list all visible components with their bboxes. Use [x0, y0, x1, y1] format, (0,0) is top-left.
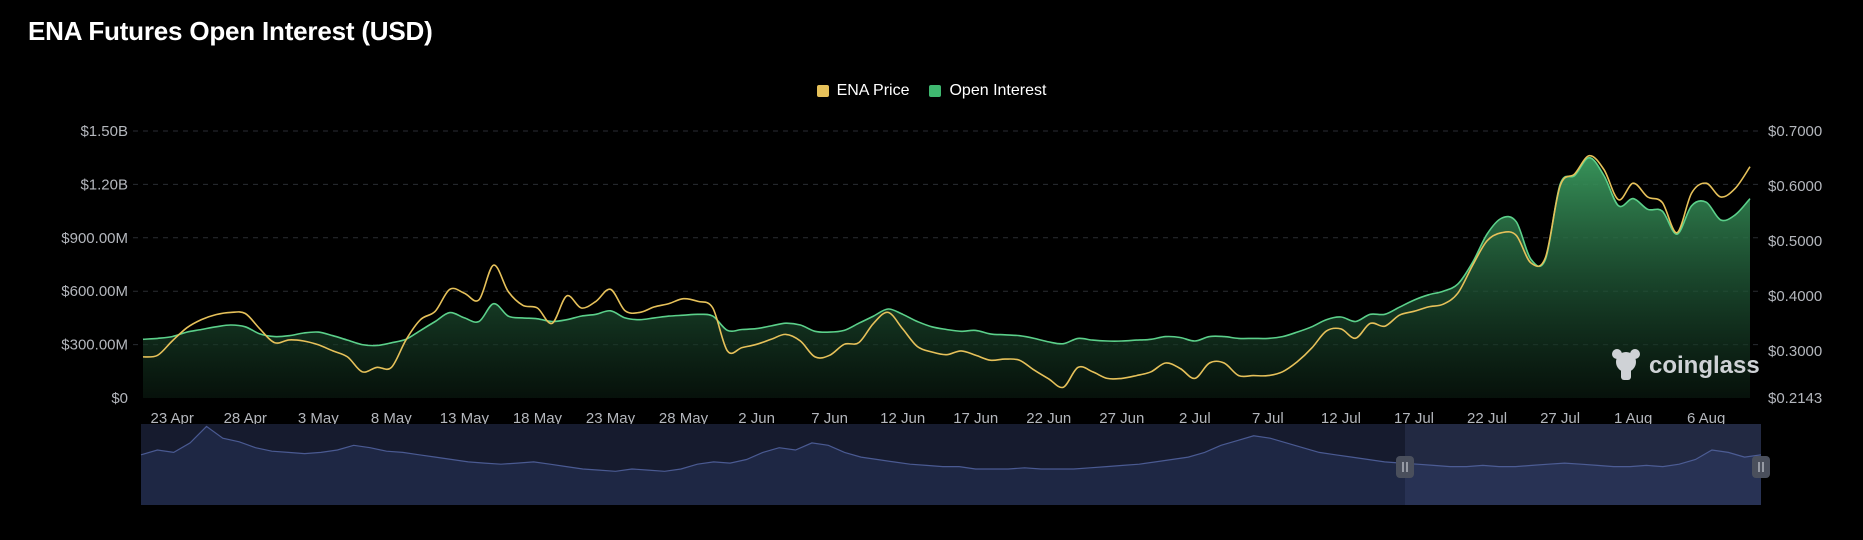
- x-tick-label: 27 Jun: [1099, 410, 1144, 427]
- x-tick-label: 13 May: [440, 410, 490, 427]
- legend-item-open-interest[interactable]: Open Interest: [929, 82, 1046, 100]
- legend-label-price: ENA Price: [836, 82, 910, 99]
- watermark-text: coinglass: [1649, 352, 1760, 379]
- legend-swatch-price: [816, 85, 829, 97]
- x-tick-label: 28 Apr: [224, 410, 267, 427]
- navigator-handle-left[interactable]: [1396, 456, 1414, 478]
- ena-price-line: [142, 154, 1751, 389]
- navigator-handle-right[interactable]: [1752, 456, 1770, 478]
- left-tick-label: $600.00M: [61, 283, 128, 300]
- handle-body: [1396, 456, 1414, 478]
- x-tick-label: 2 Jul: [1179, 410, 1211, 427]
- right-y-axis: $0.2143 $0.3000 $0.4000 $0.5000 $0.6000 $0.70…: [1768, 123, 1822, 407]
- right-tick-label: $0.6000: [1768, 178, 1822, 195]
- x-tick-label: 17 Jun: [953, 410, 998, 427]
- watermark: coinglass: [1612, 349, 1760, 380]
- legend-label-open-interest: Open Interest: [949, 82, 1047, 99]
- left-tick-label: $1.50B: [80, 123, 128, 140]
- series-layer: [142, 154, 1751, 398]
- x-tick-label: 12 Jul: [1321, 410, 1361, 427]
- legend: ENA Price Open Interest: [0, 82, 1863, 100]
- legend-swatch-open-interest: [929, 85, 942, 97]
- open-interest-area: [143, 157, 1750, 398]
- chart-title: ENA Futures Open Interest (USD): [28, 16, 433, 46]
- legend-item-price[interactable]: ENA Price: [816, 82, 910, 100]
- x-tick-label: 12 Jun: [880, 410, 925, 427]
- range-navigator[interactable]: [140, 424, 1770, 505]
- x-axis: 23 Apr 28 Apr 3 May 8 May 13 May 18 May 23 May…: [151, 410, 1726, 427]
- left-tick-label: $0: [111, 390, 128, 407]
- x-tick-label: 7 Jul: [1252, 410, 1284, 427]
- left-tick-label: $300.00M: [61, 337, 128, 354]
- left-y-axis: $0 $300.00M $600.00M $900.00M $1.20B $1.50B: [61, 123, 128, 407]
- handle-body: [1752, 456, 1770, 478]
- right-tick-label: $0.4000: [1768, 288, 1822, 305]
- x-tick-label: 8 May: [371, 410, 412, 427]
- right-tick-label: $0.3000: [1768, 343, 1822, 360]
- navigator-selection: [1405, 424, 1761, 505]
- x-tick-label: 27 Jul: [1540, 410, 1580, 427]
- x-tick-label: 18 May: [513, 410, 563, 427]
- x-tick-label: 3 May: [298, 410, 339, 427]
- x-tick-label: 17 Jul: [1394, 410, 1434, 427]
- x-tick-label: 22 Jun: [1026, 410, 1071, 427]
- open-interest-line: [142, 156, 1751, 347]
- coinglass-logo-icon: [1612, 349, 1640, 380]
- x-tick-label: 2 Jun: [738, 410, 775, 427]
- x-tick-label: 23 Apr: [151, 410, 194, 427]
- navigator-area: [141, 426, 1761, 505]
- x-tick-label: 28 May: [659, 410, 709, 427]
- x-tick-label: 6 Aug: [1687, 410, 1725, 427]
- left-tick-label: $900.00M: [61, 230, 128, 247]
- right-tick-label: $0.2143: [1768, 390, 1822, 407]
- right-tick-label: $0.7000: [1768, 123, 1822, 140]
- x-tick-label: 1 Aug: [1614, 410, 1652, 427]
- x-tick-label: 22 Jul: [1467, 410, 1507, 427]
- x-tick-label: 23 May: [586, 410, 636, 427]
- navigator-line: [140, 425, 1762, 472]
- x-tick-label: 7 Jun: [811, 410, 848, 427]
- right-tick-label: $0.5000: [1768, 233, 1822, 250]
- left-tick-label: $1.20B: [80, 176, 128, 193]
